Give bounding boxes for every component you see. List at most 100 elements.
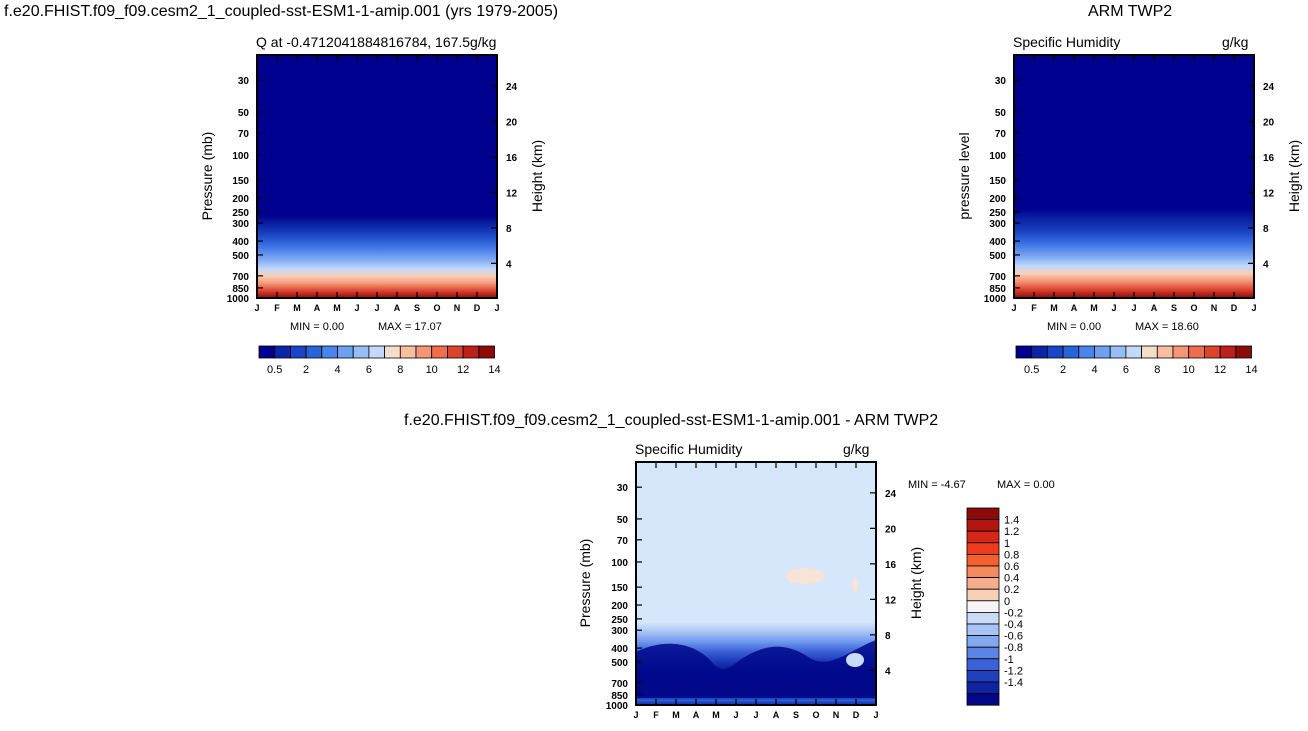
- y-tick-label: 850: [989, 284, 1006, 295]
- y-tick-label: 500: [989, 251, 1006, 262]
- x-tick-label: M: [712, 710, 720, 720]
- colorbar-label: 8: [397, 364, 403, 376]
- colorbar-label: -0.6: [1004, 631, 1023, 643]
- y-tick-label: 100: [611, 558, 628, 569]
- y-tick-label: 300: [232, 219, 249, 230]
- y-tick-label: 500: [611, 658, 628, 669]
- colorbar-swatch: [966, 693, 1000, 706]
- panel3-y-right-ticks: 24 20 16 12 8 4: [870, 489, 897, 677]
- colorbar-swatch: [1015, 345, 1033, 359]
- y-right-tick-label: 4: [506, 259, 512, 270]
- panel1-subtitle-left: Q at -0.4712041884816784, 167.5: [256, 34, 470, 50]
- y-right-tick-label: 24: [1263, 82, 1275, 93]
- y-tick-label: 50: [995, 108, 1007, 119]
- colorbar-label: 1.2: [1004, 526, 1019, 538]
- y-tick-label: 150: [232, 176, 249, 187]
- x-tick-label: J: [1251, 303, 1256, 313]
- x-tick-label: J: [254, 303, 259, 313]
- colorbar-label: 14: [1245, 364, 1257, 376]
- y-right-tick-label: 8: [506, 224, 512, 235]
- colorbar-swatch: [966, 646, 1000, 660]
- panel2-field: [1014, 55, 1254, 298]
- colorbar-swatch: [1078, 345, 1095, 359]
- colorbar-swatch: [966, 530, 1000, 544]
- y-tick-label: 70: [238, 129, 250, 140]
- colorbar-swatch: [1094, 345, 1111, 359]
- x-tick-label: A: [394, 303, 401, 313]
- colorbar-swatch: [966, 519, 1000, 532]
- y-tick-label: 250: [611, 615, 628, 626]
- x-tick-label: O: [433, 303, 440, 313]
- y-right-tick-label: 16: [885, 560, 897, 571]
- panel1-field: [257, 55, 497, 298]
- y-right-tick-label: 24: [506, 82, 518, 93]
- colorbar-swatch: [966, 658, 1000, 671]
- y-tick-label: 1000: [606, 701, 629, 712]
- x-tick-label: M: [1090, 303, 1098, 313]
- colorbar-swatch: [274, 345, 291, 359]
- x-tick-label: A: [1071, 303, 1078, 313]
- colorbar-swatch: [352, 345, 370, 359]
- colorbar-label: 4: [334, 364, 340, 376]
- x-tick-label: J: [633, 710, 638, 720]
- colorbar-swatch: [431, 345, 448, 359]
- colorbar-swatch: [289, 345, 307, 359]
- colorbar-swatch: [966, 623, 1000, 637]
- x-tick-label: F: [653, 710, 659, 720]
- y-tick-label: 30: [617, 483, 629, 494]
- colorbar-swatch: [1204, 345, 1221, 359]
- colorbar-swatch: [446, 345, 464, 359]
- right-figure-title: ARM TWP2: [1088, 3, 1173, 20]
- y-tick-label: 300: [611, 626, 628, 637]
- colorbar-label: 2: [1060, 364, 1066, 376]
- colorbar-swatch: [1188, 345, 1205, 359]
- colorbar-swatch: [966, 542, 1000, 555]
- x-tick-label: J: [354, 303, 359, 313]
- colorbar-label: -1.2: [1004, 665, 1023, 677]
- colorbar-swatch: [415, 345, 433, 359]
- panel1-ylabel: Pressure (mb): [199, 132, 215, 221]
- y-right-tick-label: 12: [1263, 188, 1275, 199]
- panel1-min: MIN = 0.00: [290, 321, 344, 333]
- colorbar-swatch: [966, 554, 1000, 567]
- colorbar-swatch: [1047, 345, 1064, 359]
- colorbar-swatch: [966, 681, 1000, 695]
- colorbar-swatch: [321, 345, 338, 359]
- panel2-min: MIN = 0.00: [1047, 321, 1101, 333]
- y-tick-label: 400: [989, 237, 1006, 248]
- x-tick-label: A: [314, 303, 321, 313]
- x-tick-label: J: [1131, 303, 1136, 313]
- x-tick-label: O: [812, 710, 819, 720]
- panel2-ylabel-right: Height (km): [1286, 140, 1302, 212]
- panel2-y-right-ticks: 24 20 16 12 8 4: [1248, 82, 1275, 270]
- colorbar-swatch: [1156, 345, 1174, 359]
- panel3-min: MIN = -4.67: [908, 479, 966, 491]
- y-right-tick-label: 4: [885, 666, 891, 677]
- y-right-tick-label: 12: [506, 188, 518, 199]
- panel-difference: Specific Humidity g/kg 30507010015020025…: [577, 441, 1055, 720]
- y-tick-label: 250: [232, 208, 249, 219]
- colorbar-swatch: [384, 345, 401, 359]
- y-tick-label: 400: [232, 237, 249, 248]
- colorbar-swatch: [1062, 345, 1080, 359]
- colorbar-label: 8: [1154, 364, 1160, 376]
- y-right-tick-label: 16: [1263, 153, 1275, 164]
- colorbar-label: 14: [488, 364, 500, 376]
- panel2-colorbar: 0.5 2 4 6 8 10 12 14: [1015, 345, 1258, 376]
- colorbar-swatch: [1235, 345, 1252, 359]
- y-tick-label: 70: [617, 536, 629, 547]
- y-tick-label: 700: [989, 272, 1006, 283]
- panel2-subtitle-left: Specific Humidity: [1013, 34, 1120, 50]
- colorbar-swatch: [368, 345, 385, 359]
- panel3-max: MAX = 0.00: [997, 479, 1055, 491]
- colorbar-label: 2: [303, 364, 309, 376]
- colorbar-label: 12: [1214, 364, 1226, 376]
- x-tick-label: J: [1111, 303, 1116, 313]
- x-tick-label: J: [733, 710, 738, 720]
- colorbar-swatch: [337, 345, 354, 359]
- y-tick-label: 30: [238, 76, 250, 87]
